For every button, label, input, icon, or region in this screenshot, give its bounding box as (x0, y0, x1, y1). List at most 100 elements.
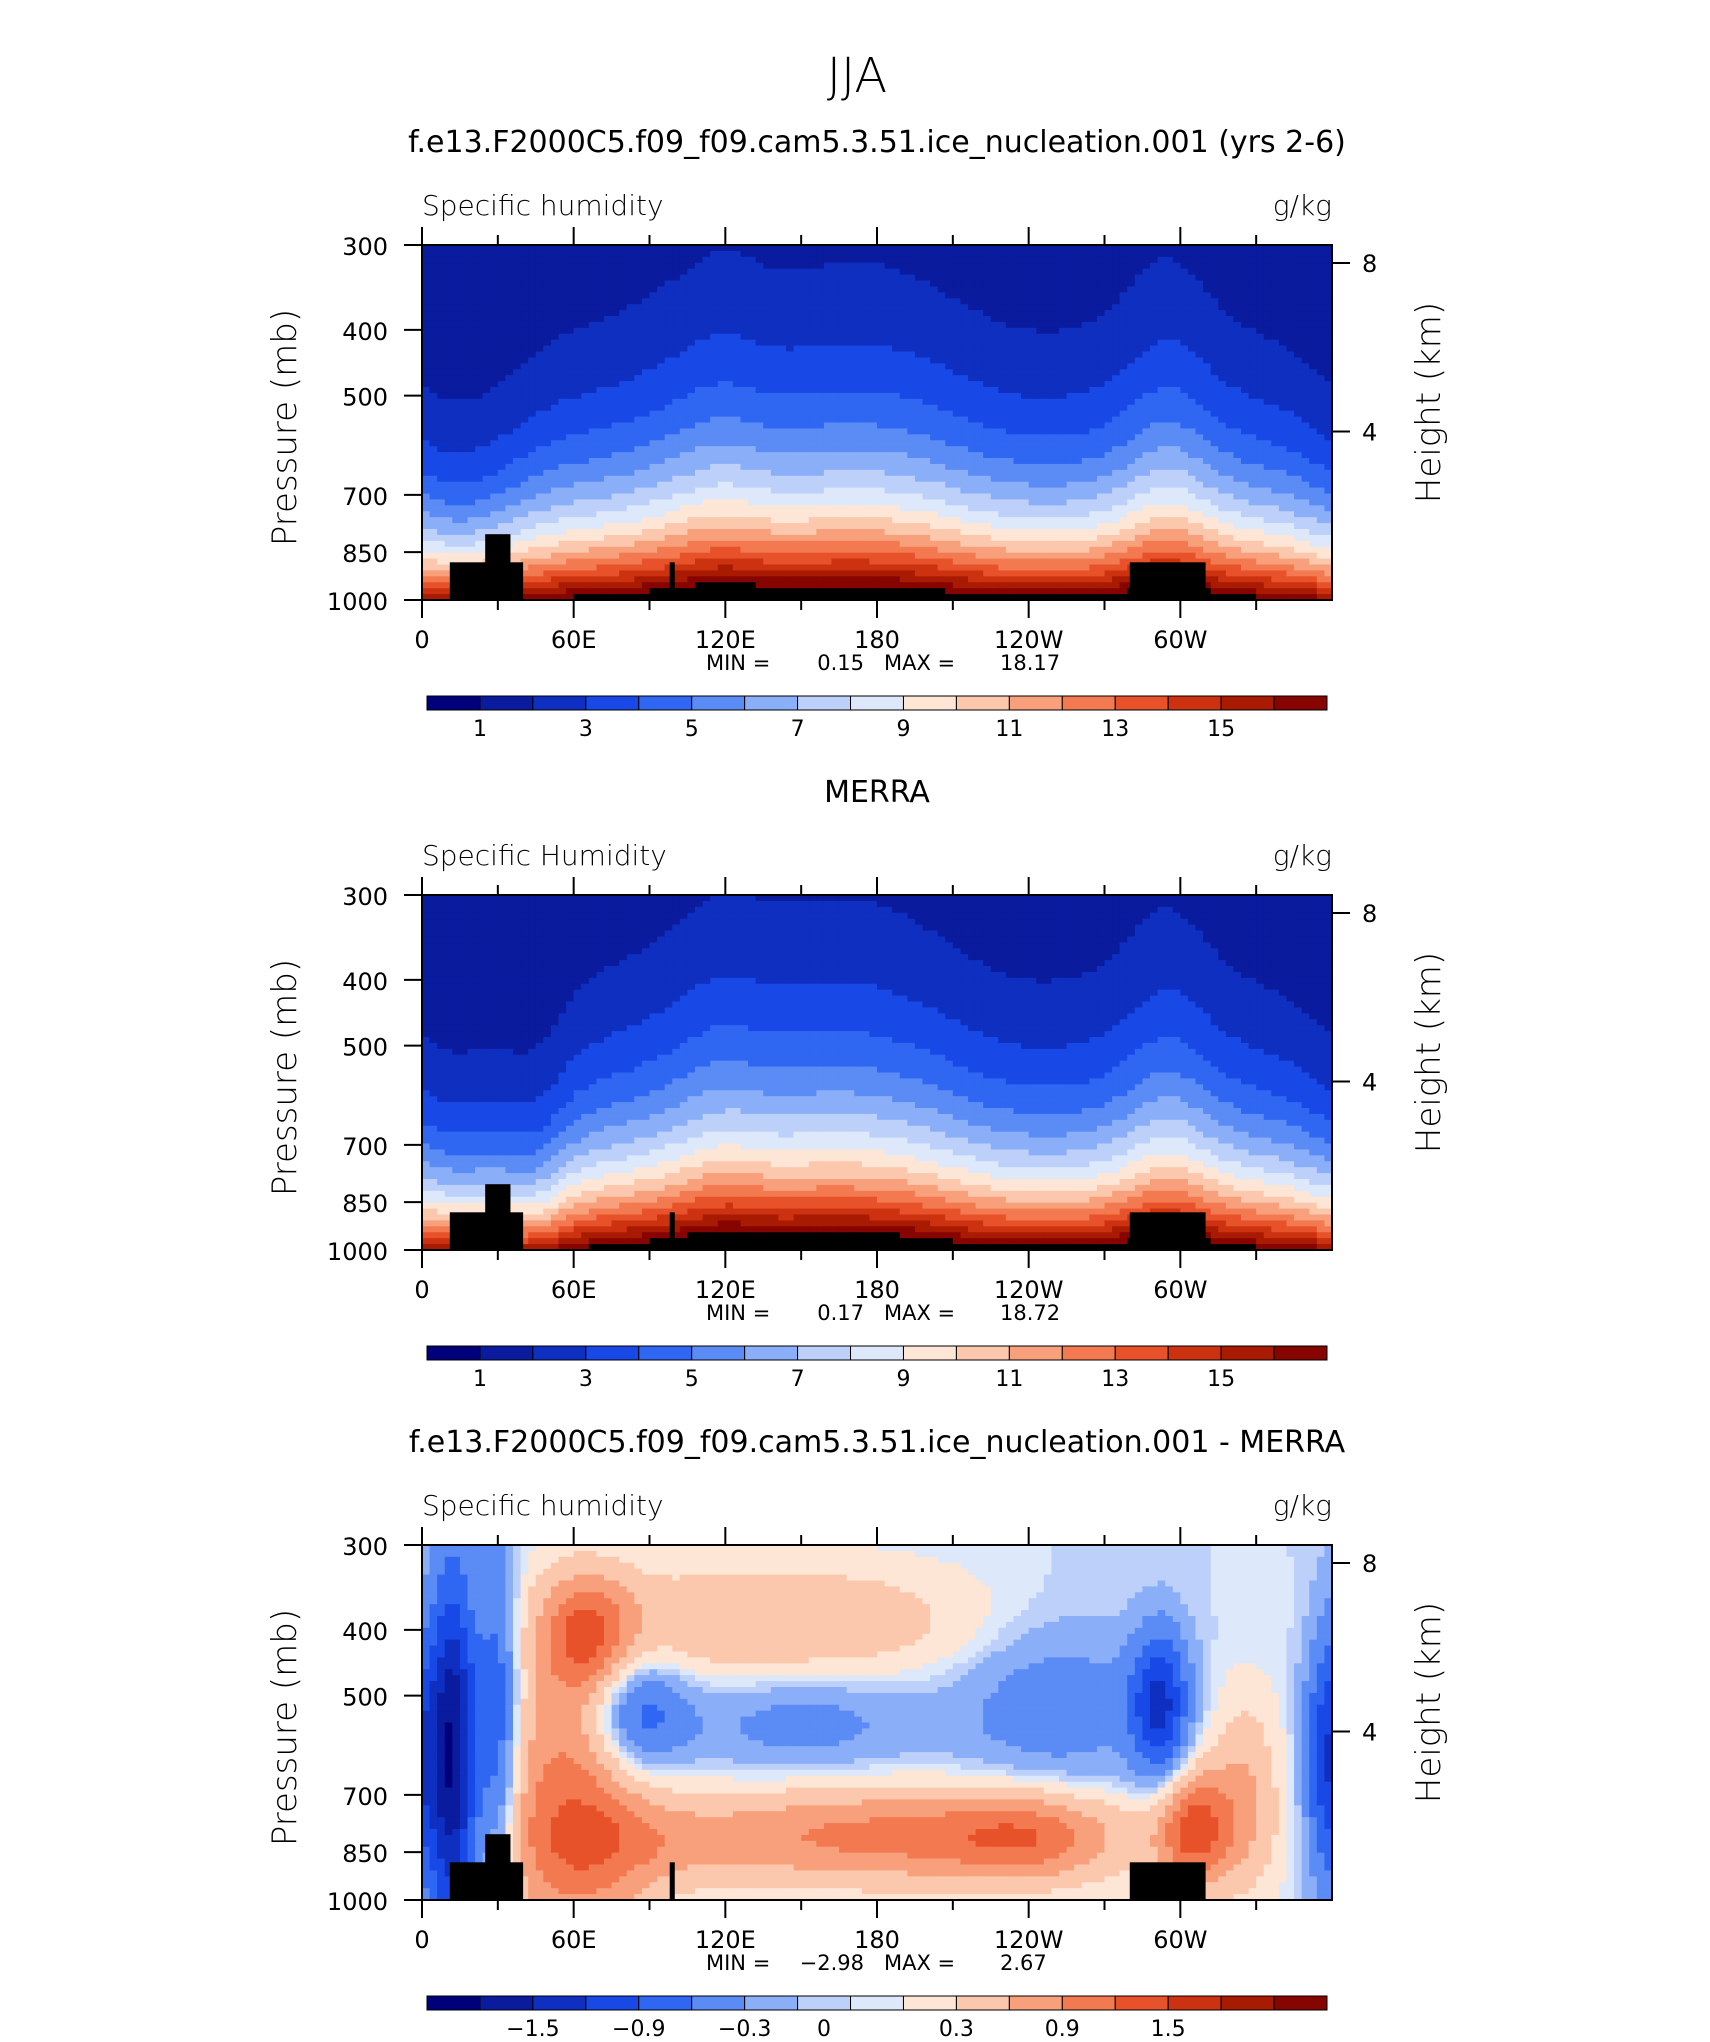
contour-cell (452, 410, 461, 418)
contour-cell (1316, 422, 1326, 430)
contour-cell (604, 481, 613, 489)
contour-cell (702, 280, 711, 288)
contour-cell (1081, 428, 1090, 435)
contour-cell (459, 487, 469, 495)
contour-cell (520, 250, 529, 258)
contour-cell (1180, 422, 1189, 430)
contour-cell (467, 327, 476, 335)
contour-cell (664, 422, 673, 430)
contour-cell (952, 321, 962, 329)
contour-cell (1241, 463, 1250, 471)
contour-cell (937, 428, 946, 435)
contour-cell (1119, 452, 1128, 459)
contour-cell (1324, 375, 1333, 382)
contour-cell (937, 440, 946, 447)
contour-cell (748, 392, 757, 400)
contour-cell (626, 357, 635, 364)
contour-cell (513, 250, 522, 258)
contour-cell (786, 268, 795, 276)
contour-cell (1150, 321, 1159, 329)
contour-cell (649, 398, 658, 406)
contour-cell (1150, 475, 1159, 483)
contour-cell (1005, 327, 1015, 335)
contour-cell (861, 292, 871, 299)
contour-cell (1043, 452, 1053, 459)
contour-cell (968, 440, 977, 447)
contour-cell (1286, 381, 1295, 388)
contour-cell (1074, 250, 1083, 258)
contour-cell (914, 339, 924, 347)
contour-cell (566, 262, 575, 270)
contour-cell (459, 298, 469, 305)
contour-cell (1150, 422, 1159, 430)
contour-cell (1218, 410, 1227, 418)
contour-cell (1074, 327, 1083, 335)
contour-cell (998, 298, 1007, 305)
contour-cell (596, 452, 605, 459)
contour-cell (1225, 321, 1235, 329)
contour-cell (922, 327, 931, 335)
contour-cell (437, 280, 446, 288)
contour-cell (1119, 428, 1128, 435)
contour-cell (1150, 375, 1159, 382)
contour-cell (573, 387, 582, 394)
contour-cell (884, 298, 893, 305)
contour-cell (520, 481, 529, 489)
contour-cell (543, 487, 552, 495)
contour-cell (877, 256, 886, 264)
contour-cell (1081, 440, 1090, 447)
contour-cell (528, 369, 537, 376)
contour-cell (490, 363, 499, 370)
contour-cell (1180, 310, 1189, 317)
contour-cell (611, 298, 620, 305)
contour-cell (755, 416, 764, 424)
contour-cell (839, 292, 848, 299)
contour-cell (1127, 268, 1136, 276)
contour-cell (1210, 310, 1219, 317)
contour-cell (634, 440, 643, 447)
contour-cell (1081, 481, 1090, 489)
contour-cell (687, 469, 696, 477)
contour-cell (998, 458, 1007, 465)
contour-cell (740, 392, 749, 400)
contour-cell (1187, 357, 1197, 364)
contour-cell (588, 256, 598, 264)
contour-cell (626, 363, 635, 370)
contour-cell (550, 286, 560, 293)
contour-cell (1028, 327, 1037, 335)
contour-cell (1134, 410, 1144, 418)
contour-cell (672, 410, 681, 418)
contour-cell (444, 458, 453, 465)
contour-cell (1165, 404, 1174, 412)
contour-cell (1286, 256, 1295, 264)
contour-cell (558, 375, 567, 382)
contour-cell (839, 487, 848, 495)
contour-cell (930, 475, 939, 483)
contour-cell (695, 310, 704, 317)
contour-cell (922, 333, 931, 341)
contour-cell (968, 310, 977, 317)
contour-cell (1263, 250, 1272, 258)
contour-cell (869, 250, 878, 258)
contour-cell (1225, 440, 1235, 447)
contour-cell (535, 280, 544, 288)
contour-cell (748, 250, 757, 258)
contour-cell (831, 304, 840, 311)
contour-cell (679, 327, 689, 335)
contour-cell (877, 440, 886, 447)
contour-cell (422, 363, 431, 370)
contour-cell (1241, 387, 1250, 394)
contour-cell (626, 487, 635, 495)
contour-cell (558, 404, 567, 412)
contour-cell (482, 274, 491, 282)
contour-cell (1316, 369, 1326, 376)
contour-cell (1233, 345, 1242, 353)
contour-cell (968, 274, 977, 282)
contour-cell (1187, 274, 1197, 282)
contour-cell (1233, 381, 1242, 388)
contour-cell (437, 327, 446, 335)
contour-cell (907, 440, 916, 447)
contour-cell (543, 333, 552, 341)
contour-cell (1225, 316, 1235, 323)
contour-cell (1112, 410, 1121, 418)
